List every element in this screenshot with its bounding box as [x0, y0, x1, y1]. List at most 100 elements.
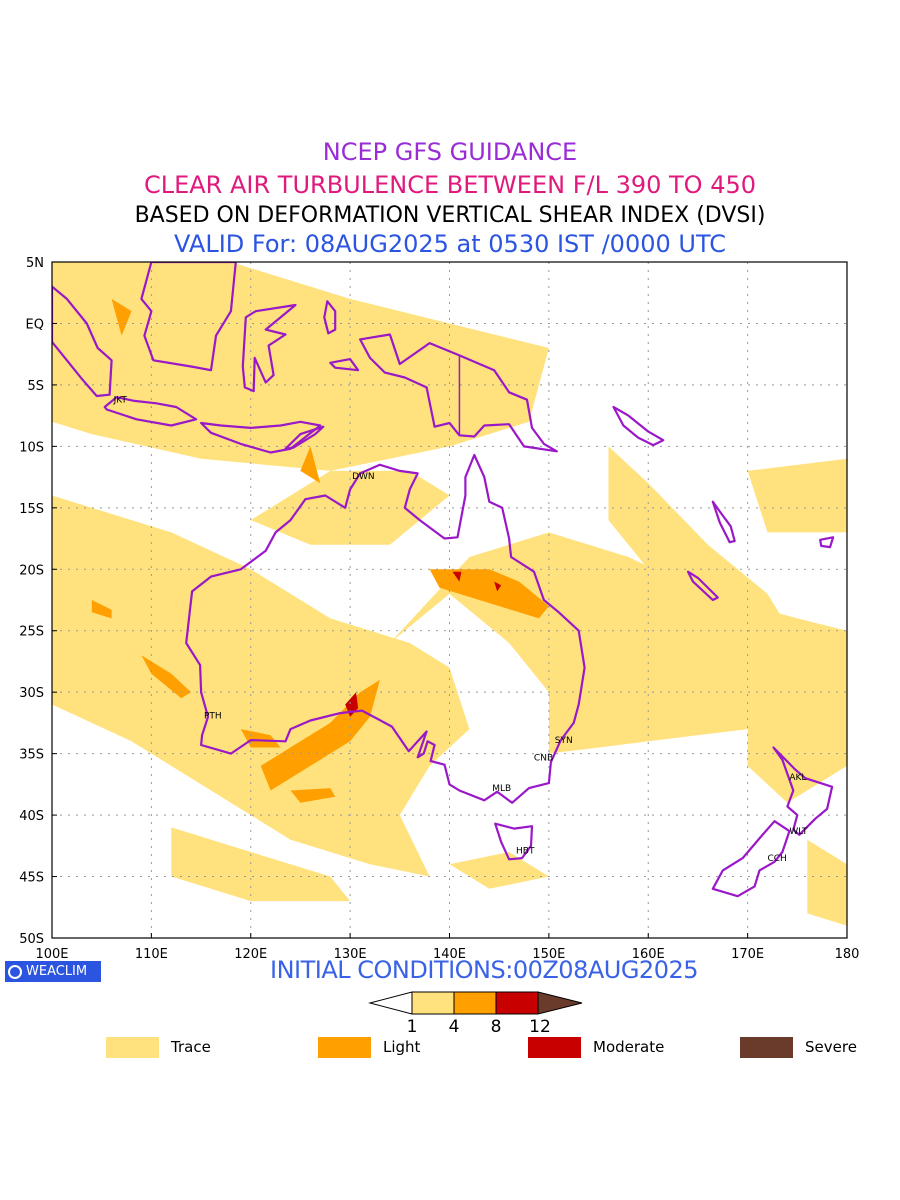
- trace-area: [52, 495, 470, 877]
- light-turbulence-area: [141, 655, 192, 699]
- new-caledonia-coastline: [686, 570, 719, 602]
- lon-tick-label: 110E: [135, 947, 168, 962]
- legend-label: Light: [383, 1038, 421, 1056]
- australia-coastline: [185, 453, 586, 804]
- station-label-jkt: JKT: [113, 396, 128, 406]
- station-label-akl: AKL: [789, 773, 806, 783]
- light-turbulence-area: [300, 446, 321, 484]
- axis-ticks: 100E 110E 120E 130E 140E 150E 160E 170E 180 5N EQ 5…: [19, 256, 859, 962]
- trace-area: [807, 839, 847, 926]
- lat-tick-label: 45S: [19, 871, 44, 886]
- station-label-hbt: HBT: [516, 847, 535, 857]
- moderate-turbulence-area: [494, 581, 502, 592]
- trace-area: [747, 458, 847, 533]
- colorbar: 1 4 8 12: [368, 991, 583, 1032]
- colorbar-arrow-low: [368, 991, 413, 1015]
- legend-label: Trace: [171, 1038, 211, 1056]
- colorbar-tick: 1: [407, 1017, 418, 1032]
- light-turbulence-area: [290, 788, 336, 803]
- java-coastline: [103, 396, 198, 427]
- station-label-pth: PTH: [204, 712, 222, 722]
- lat-tick-label: 30S: [19, 686, 44, 701]
- fiji-coastline: [819, 536, 835, 549]
- legend-label: Moderate: [593, 1038, 665, 1056]
- moderate-turbulence-area: [452, 571, 462, 582]
- halmahera-coastline: [323, 300, 337, 335]
- legend-swatch-moderate: [528, 1036, 581, 1058]
- lon-tick-label: 160E: [632, 947, 665, 962]
- lon-tick-label: 100E: [35, 947, 68, 962]
- station-label-mlb: MLB: [492, 784, 511, 794]
- station-label-syn: SYN: [555, 736, 573, 746]
- colorbar-tick: 8: [491, 1017, 502, 1032]
- south-island-nz-coastline: [711, 820, 791, 898]
- trace-area: [171, 827, 351, 902]
- trace-area: [52, 262, 549, 471]
- lon-tick-label: 150E: [532, 947, 565, 962]
- initial-conditions-label: INITIAL CONDITIONS:00Z08AUG2025: [270, 956, 699, 984]
- lat-tick-label: 10S: [19, 440, 44, 455]
- timor-coastline: [284, 425, 325, 450]
- lat-tick-label: EQ: [26, 317, 44, 332]
- colorbar-tick: 4: [449, 1017, 460, 1032]
- colorbar-tick: 12: [529, 1017, 551, 1032]
- map-gridlines: [52, 262, 847, 938]
- lon-tick-label: 140E: [433, 947, 466, 962]
- lon-tick-label: 120E: [234, 947, 267, 962]
- weaclim-logo: WEACLIM: [5, 961, 101, 982]
- legend-item-moderate: Moderate: [528, 1036, 664, 1058]
- lat-tick-label: 35S: [19, 748, 44, 763]
- trace-area: [250, 470, 450, 545]
- station-label-wlt: WLT: [789, 827, 808, 837]
- colorbar-cell-trace: [411, 991, 455, 1015]
- legend-swatch-light: [318, 1036, 371, 1058]
- station-label-dwn: DWN: [352, 472, 375, 482]
- light-turbulence-area: [91, 600, 112, 619]
- vanuatu-coastline: [711, 500, 736, 544]
- sulawesi-coastline: [241, 303, 297, 393]
- lat-tick-label: 50S: [19, 932, 44, 947]
- new-guinea-coastline: [359, 333, 558, 453]
- tasmania-coastline: [494, 822, 534, 861]
- trace-area: [608, 446, 798, 643]
- lesser-sunda-coastline: [200, 420, 322, 454]
- title-model: NCEP GFS GUIDANCE: [322, 138, 578, 166]
- trace-area: [747, 643, 847, 803]
- legend-swatch-trace: [106, 1036, 159, 1058]
- logo-text: WEACLIM: [26, 964, 88, 979]
- lon-tick-label: 180: [835, 947, 860, 962]
- light-turbulence-area: [429, 569, 549, 619]
- colorbar-arrow-high: [537, 991, 583, 1015]
- legend-item-severe: Severe: [740, 1036, 857, 1058]
- logo-icon: [8, 964, 22, 979]
- turbulence-field-layer: [52, 262, 847, 926]
- sumatra-coastline: [52, 285, 113, 398]
- lat-tick-label: 25S: [19, 625, 44, 640]
- light-turbulence-area: [111, 298, 132, 336]
- colorbar-cell-light: [453, 991, 497, 1015]
- trace-area: [449, 852, 549, 889]
- borneo-coastline: [140, 262, 237, 372]
- lat-tick-label: 15S: [19, 502, 44, 517]
- title-product: CLEAR AIR TURBULENCE BETWEEN F/L 390 TO …: [143, 171, 757, 199]
- legend-label: Severe: [805, 1038, 857, 1056]
- lon-tick-label: 130E: [334, 947, 367, 962]
- title-valid-time: VALID For: 08AUG2025 at 0530 IST /0000 U…: [174, 230, 726, 258]
- solomon-islands-coastline: [612, 405, 665, 447]
- title-method: BASED ON DEFORMATION VERTICAL SHEAR INDE…: [134, 203, 766, 228]
- colorbar-cell-moderate: [495, 991, 539, 1015]
- lat-tick-label: 5N: [26, 256, 44, 271]
- legend-item-trace: Trace: [106, 1036, 211, 1058]
- lat-tick-label: 40S: [19, 809, 44, 824]
- coastlines: [52, 262, 835, 898]
- seram-coastline: [329, 357, 360, 372]
- lat-tick-label: 20S: [19, 563, 44, 578]
- station-label-cnb: CNB: [534, 753, 553, 763]
- legend-item-light: Light: [318, 1036, 420, 1058]
- lat-tick-label: 5S: [27, 379, 44, 394]
- north-island-nz-coastline: [772, 746, 834, 836]
- legend-swatch-severe: [740, 1036, 793, 1058]
- lon-tick-label: 170E: [731, 947, 764, 962]
